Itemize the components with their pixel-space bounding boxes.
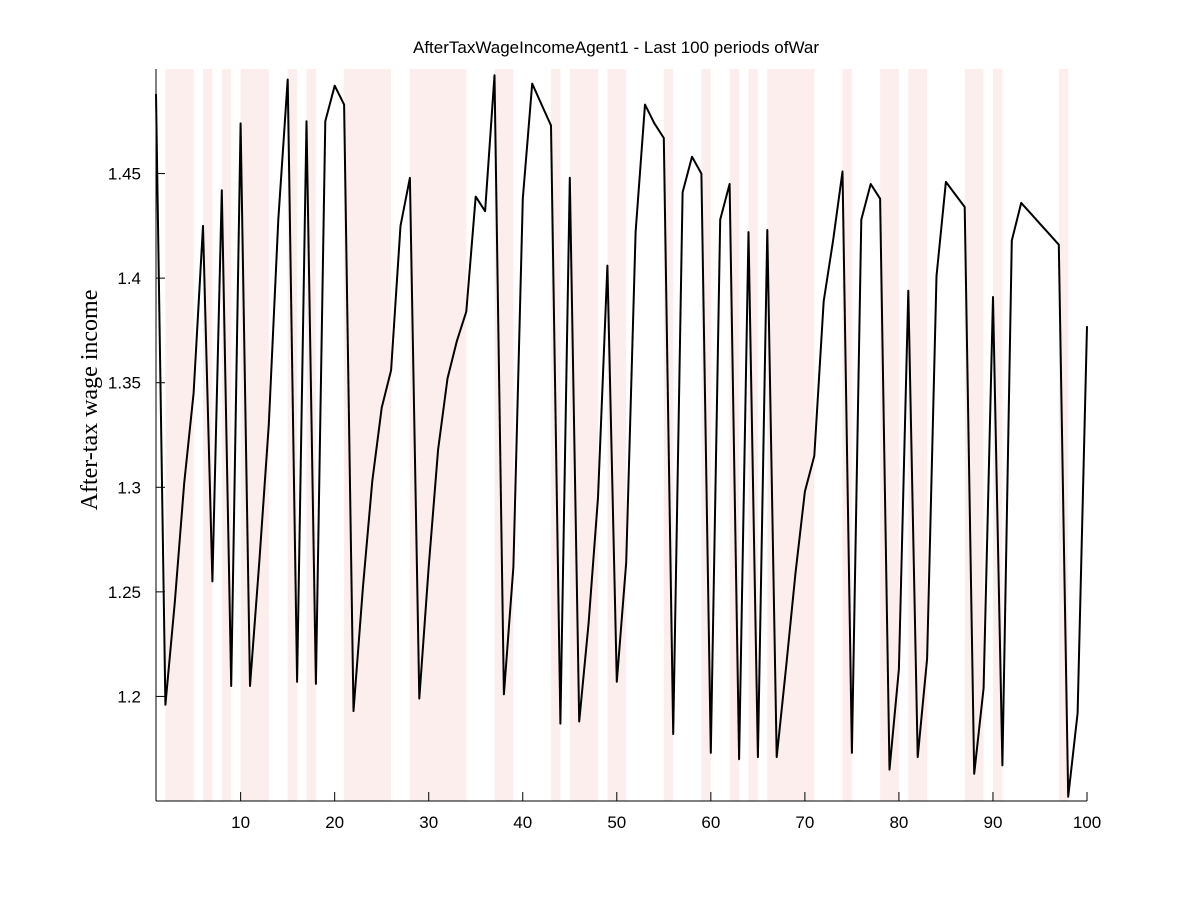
war-shade-17 (767, 69, 815, 801)
war-shade-16 (748, 69, 758, 801)
x-tick-label: 100 (1073, 813, 1101, 832)
y-tick-label: 1.2 (117, 687, 141, 706)
x-tick-label: 10 (231, 813, 250, 832)
x-tick-label: 70 (795, 813, 814, 832)
y-tick-label: 1.45 (108, 165, 141, 184)
war-shade-20 (908, 69, 928, 801)
war-shade-23 (1058, 69, 1069, 801)
war-shade-19 (880, 69, 899, 801)
series-line-1 (155, 74, 1088, 798)
series-layer (155, 74, 1088, 798)
x-tick-label: 80 (889, 813, 908, 832)
y-tick-label: 1.4 (117, 269, 141, 288)
y-tick-label: 1.25 (108, 583, 141, 602)
x-tick-label: 20 (325, 813, 344, 832)
war-shade-7 (344, 69, 392, 801)
x-tick-label: 90 (983, 813, 1002, 832)
y-tick-label: 1.35 (108, 374, 141, 393)
war-shade-12 (607, 69, 627, 801)
war-shade-21 (964, 69, 984, 801)
y-axis-label: After-tax wage income (77, 290, 103, 511)
x-tick-label: 50 (607, 813, 626, 832)
x-tick-label: 60 (701, 813, 720, 832)
axes: 10 20 30 40 50 60 70 80 90 100 1.2 1.25 1.3 1.35 1.4 1.… (108, 69, 1101, 832)
chart-title: AfterTaxWageIncomeAgent1 - Last 100 peri… (413, 38, 819, 57)
x-tick-label: 30 (419, 813, 438, 832)
war-shade-22 (992, 69, 1003, 801)
y-tick-label: 1.3 (117, 478, 141, 497)
x-tick-label: 40 (513, 813, 532, 832)
